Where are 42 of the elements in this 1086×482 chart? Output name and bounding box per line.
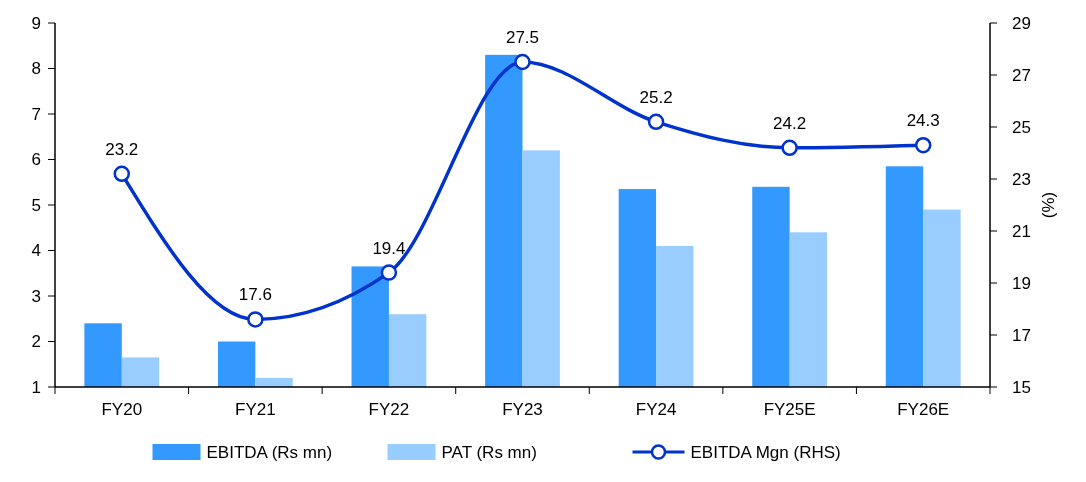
y2-tick-label: 15 [1012,377,1031,397]
y2-axis-title: (%) [1039,191,1058,219]
y2-tick-label: 27 [1012,65,1031,85]
y2-tick-label: 19 [1012,273,1031,293]
data-label: 19.4 [372,238,406,258]
data-label: 25.2 [639,87,673,107]
x-tick-label: FY26E [897,400,950,419]
x-tick-label: FY22 [368,400,410,419]
y2-tick-label: 29 [1012,13,1031,33]
y-tick-label: 6 [31,150,41,170]
point [647,113,665,131]
y2-tick-label: 25 [1012,117,1031,137]
data-label: 17.6 [238,285,272,305]
point [247,311,264,328]
x-tick-label: FY21 [235,400,276,419]
y2-tick-label: 17 [1012,325,1031,345]
data-label: 24.2 [773,113,807,133]
y-tick-label: 7 [31,104,41,124]
x-tick-label: FY25E [763,400,816,419]
legend-label: EBITDA Mgn (RHS) [690,442,841,462]
legend-label: EBITDA (Rs mn) [206,442,333,462]
y-tick-label: 4 [31,241,41,261]
legend-label: PAT (Rs mn) [441,442,537,462]
x-tick-label: FY23 [502,400,543,419]
y2-tick-label: 21 [1012,221,1031,241]
point [113,165,131,183]
data-label: 24.3 [906,111,940,131]
point [781,139,798,157]
data-label: 23.2 [105,139,139,159]
y-tick-label: 3 [31,286,41,306]
y-tick-label: 9 [31,13,41,33]
point [514,53,531,71]
point [380,264,398,281]
point [914,136,932,154]
y-tick-label: 1 [31,377,41,397]
x-tick-label: FY24 [635,400,677,419]
data-label: 27.5 [505,28,540,47]
y-tick-label: 8 [31,59,41,79]
x-tick-label: FY20 [101,400,143,419]
y2-tick-label: 23 [1012,169,1031,189]
y-tick-label: 2 [31,332,41,352]
y-tick-label: 5 [31,195,41,215]
